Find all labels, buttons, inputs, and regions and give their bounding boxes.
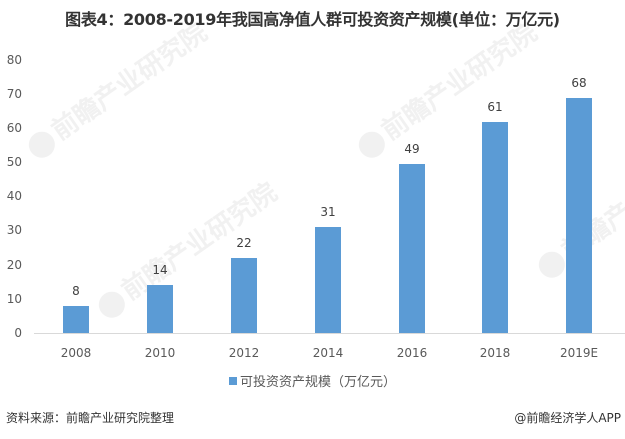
- data-label: 14: [152, 263, 168, 277]
- x-tick: 2008: [60, 346, 92, 360]
- data-label: 22: [236, 236, 252, 250]
- legend-swatch-icon: [228, 377, 237, 385]
- bar-2019e: [566, 98, 592, 333]
- data-label: 49: [404, 142, 420, 156]
- bar-2016: [399, 164, 425, 333]
- source-note: 资料来源：前瞻产业研究院整理: [6, 411, 175, 425]
- watermark: 前瞻产业研究院: [19, 13, 214, 165]
- y-tick: 80: [6, 53, 22, 67]
- chart-title: 图表4：2008-2019年我国高净值人群可投资资产规模(单位：万亿元): [65, 10, 560, 29]
- watermark-logo-icon: [533, 246, 570, 283]
- y-tick: 40: [6, 189, 22, 203]
- x-tick: 2012: [228, 346, 260, 360]
- watermark-logo-icon: [23, 126, 60, 163]
- x-tick: 2019E: [559, 346, 599, 360]
- watermark-logo-icon: [93, 286, 130, 323]
- data-label: 31: [320, 205, 336, 219]
- data-label: 61: [487, 100, 503, 114]
- y-tick: 20: [6, 258, 22, 272]
- data-label: 8: [72, 284, 80, 298]
- x-axis-line: [34, 333, 625, 334]
- bar-2008: [63, 306, 89, 333]
- bar-2010: [147, 285, 173, 333]
- x-tick: 2018: [479, 346, 511, 360]
- y-tick: 0: [14, 326, 22, 340]
- x-tick: 2010: [144, 346, 176, 360]
- bar-2014: [315, 227, 341, 333]
- bar-2018: [482, 122, 508, 333]
- data-label: 68: [571, 76, 587, 90]
- y-tick: 10: [6, 292, 22, 306]
- watermark-logo-icon: [353, 126, 390, 163]
- y-tick: 50: [6, 155, 22, 169]
- x-tick: 2014: [312, 346, 344, 360]
- watermark: 前瞻产业研究院: [349, 13, 544, 165]
- y-tick: 60: [6, 121, 22, 135]
- y-tick: 30: [6, 223, 22, 237]
- bar-2012: [231, 258, 257, 333]
- credit-note: @前瞻经济学人APP: [514, 411, 621, 425]
- x-tick: 2016: [396, 346, 428, 360]
- legend: 可投资资产规模（万亿元）: [0, 375, 625, 391]
- y-tick: 70: [6, 87, 22, 101]
- legend-label: 可投资资产规模（万亿元）: [239, 375, 396, 390]
